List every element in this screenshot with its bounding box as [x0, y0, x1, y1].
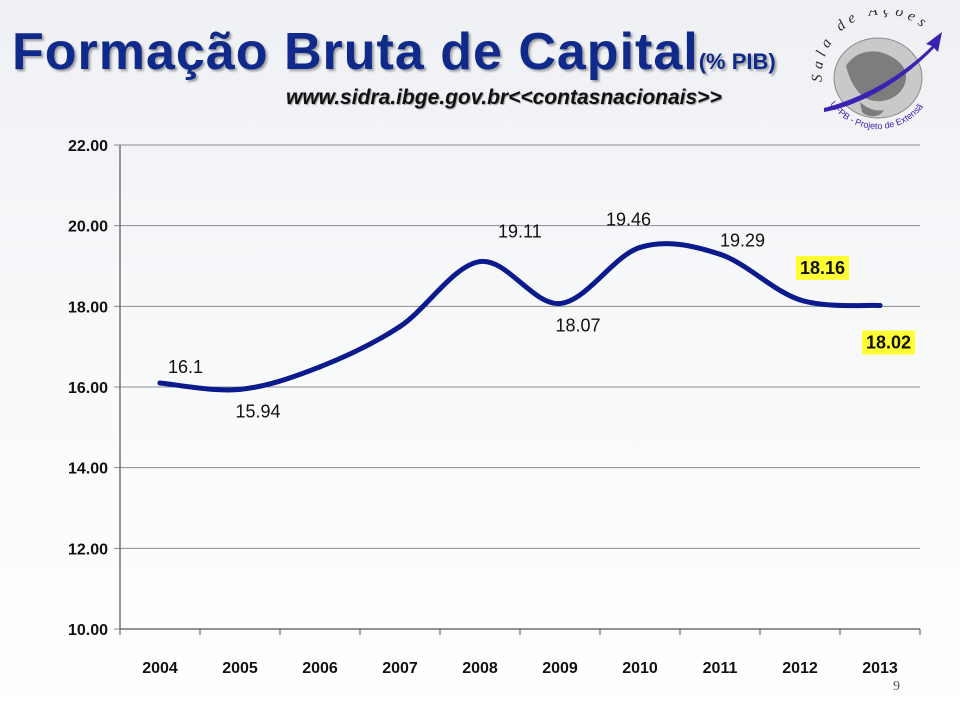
data-point — [717, 251, 723, 257]
grid-lines — [114, 144, 920, 630]
x-tick-label: 2004 — [142, 660, 178, 677]
data-point — [317, 364, 323, 370]
x-tick-labels: 2004 2005 2006 2007 2008 2009 2010 2011 2012 2013 — [142, 660, 898, 677]
source-url: www.sidra.ibge.gov.br<<contasnacionais>> — [286, 86, 722, 109]
y-tick-label: 14.00 — [68, 461, 108, 478]
y-tick-label: 18.00 — [68, 299, 108, 316]
series — [157, 241, 883, 393]
sala-de-acoes-logo: Sala de Ações UFPB - Projeto de Extensão — [806, 10, 942, 131]
x-tick-label: 2008 — [462, 660, 498, 677]
data-label: 16.1 — [168, 357, 203, 377]
slide-title: Formação Bruta de Capital(% PIB) — [12, 22, 776, 82]
data-label: 18.02 — [866, 333, 911, 353]
data-point — [477, 259, 483, 265]
data-labels: 16.1 15.94 19.11 18.07 19.46 19.29 18.16 18.02 — [168, 209, 916, 421]
data-label-highlight — [862, 330, 916, 355]
y-tick-label: 16.00 — [68, 380, 108, 397]
y-tick-label: 10.00 — [68, 622, 108, 639]
data-label: 19.11 — [498, 222, 542, 242]
data-point — [397, 324, 403, 329]
data-point — [557, 301, 563, 307]
data-label-highlight — [796, 255, 850, 280]
data-label: 18.07 — [555, 316, 600, 336]
series-line — [157, 241, 883, 393]
data-point — [797, 297, 803, 303]
data-label: 18.16 — [800, 258, 845, 278]
x-tick-label: 2010 — [622, 660, 658, 677]
x-tick-label: 2013 — [862, 660, 898, 677]
axes — [119, 145, 921, 635]
continent-shape — [860, 102, 884, 117]
x-tick-label: 2005 — [222, 660, 258, 677]
x-tick-label: 2011 — [703, 660, 738, 677]
y-tick-label: 22.00 — [68, 138, 108, 155]
data-point — [237, 386, 243, 392]
x-tick-label: 2009 — [542, 660, 578, 677]
continent-shape — [846, 51, 907, 102]
title-unit: (% PIB) — [698, 49, 776, 74]
y-tick-label: 20.00 — [68, 219, 108, 236]
x-tick-label: 2006 — [302, 660, 338, 677]
x-tick-label: 2007 — [382, 660, 418, 677]
data-label: 15.94 — [235, 401, 280, 421]
y-tick-label: 12.00 — [68, 541, 108, 558]
x-tick-label: 2012 — [782, 660, 818, 677]
page-number: 9 — [893, 679, 900, 694]
data-point — [157, 380, 163, 386]
data-point — [637, 244, 643, 250]
y-tick-labels: 10.00 12.00 14.00 16.00 18.00 20.00 22.00 — [68, 138, 108, 639]
data-label: 19.29 — [720, 230, 765, 250]
data-point — [877, 303, 883, 309]
title-main: Formação Bruta de Capital — [12, 23, 699, 81]
data-label: 19.46 — [606, 209, 651, 229]
